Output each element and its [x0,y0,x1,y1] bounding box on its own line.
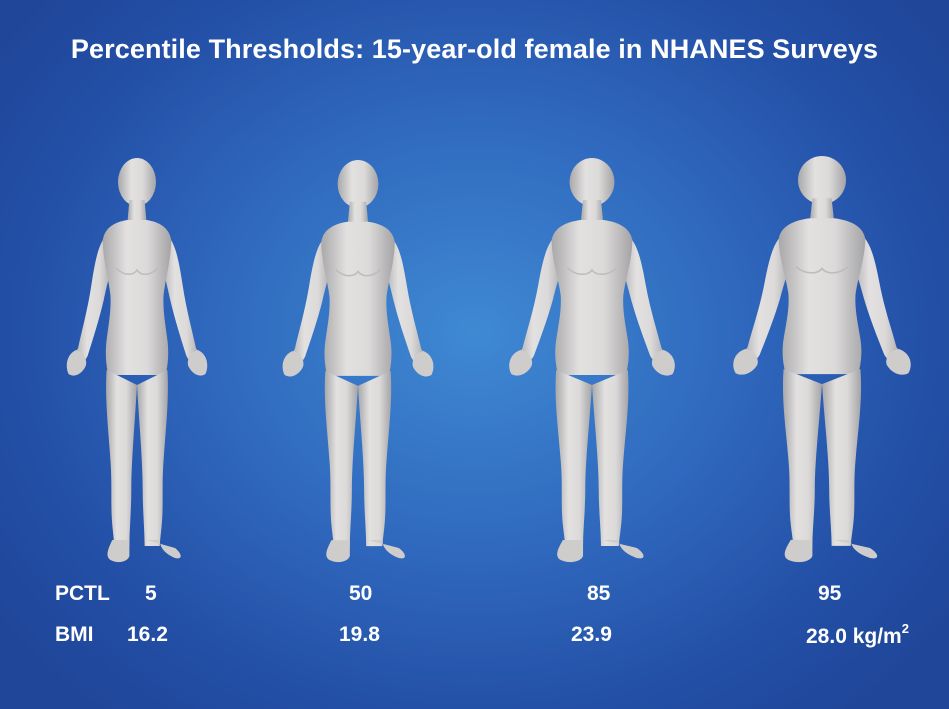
bmi-value-4-number: 28.0 [806,625,847,648]
pctl-value-4: 95 [818,582,842,605]
pctl-value-3: 85 [587,582,611,605]
bmi-unit-exponent: 2 [901,621,909,636]
bmi-value-1: 16.2 [127,623,168,646]
bmi-value-3: 23.9 [571,623,612,646]
pctl-value-1: 5 [145,582,157,605]
row-label-bmi: BMI [55,623,94,646]
figure-pctl-5 [66,157,208,563]
bmi-unit: kg/m [852,625,902,648]
bmi-value-2: 19.8 [339,623,380,646]
diagram-title: Percentile Thresholds: 15-year-old femal… [70,34,879,64]
row-label-pctl: PCTL [55,582,110,605]
pctl-value-2: 50 [349,582,373,605]
bmi-value-4: 28.0 kg/m2 [806,621,909,649]
figure-pctl-50 [281,159,435,563]
figure-pctl-95 [732,155,912,563]
figure-pctl-85 [508,157,676,563]
